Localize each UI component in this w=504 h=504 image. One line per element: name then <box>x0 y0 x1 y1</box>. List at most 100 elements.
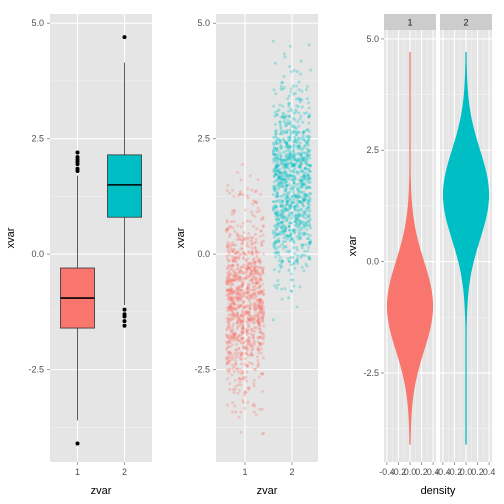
scatter-point <box>246 284 250 288</box>
scatter-point <box>258 341 262 345</box>
scatter-point <box>235 276 239 280</box>
scatter-point <box>299 190 303 194</box>
scatter-point <box>275 250 279 254</box>
scatter-point <box>258 290 262 294</box>
scatter-point <box>227 306 231 310</box>
scatter-point <box>226 266 230 270</box>
scatter-point <box>258 311 262 315</box>
scatter-point <box>253 404 257 408</box>
scatter-point <box>251 337 255 341</box>
scatter-point <box>303 224 307 228</box>
scatter-point <box>286 257 290 261</box>
scatter-point <box>259 307 263 311</box>
scatter-point <box>227 305 231 309</box>
scatter-point <box>227 325 230 329</box>
scatter-point <box>295 221 299 225</box>
scatter-point <box>285 142 289 146</box>
scatter-point <box>252 367 256 371</box>
scatter-point <box>262 431 266 435</box>
scatter-point <box>274 135 278 138</box>
scatter-point <box>299 153 303 157</box>
scatter-point <box>280 259 284 263</box>
scatter-point <box>226 297 230 301</box>
scatter-point <box>252 303 256 307</box>
scatter-point <box>262 333 266 337</box>
scatter-point <box>233 230 237 234</box>
scatter-point <box>225 348 229 352</box>
scatter-point <box>235 291 239 295</box>
scatter-point <box>245 349 249 353</box>
scatter-point <box>301 203 305 207</box>
scatter-point <box>238 367 242 371</box>
scatter-point <box>293 193 297 197</box>
facet-strip-2 <box>440 14 492 30</box>
scatter-point <box>240 330 244 334</box>
scatter-point <box>225 278 229 282</box>
scatter-point <box>258 298 262 302</box>
scatter-point <box>245 268 249 272</box>
scatter-point <box>238 318 242 322</box>
scatter-point <box>229 336 233 340</box>
scatter-point <box>232 194 236 198</box>
scatter-point <box>235 295 239 299</box>
scatter-point <box>304 186 308 190</box>
scatter-point <box>239 225 243 229</box>
scatter-point <box>276 283 280 287</box>
scatter-point <box>233 274 237 278</box>
scatter-point <box>232 211 236 215</box>
scatter-point <box>236 250 240 254</box>
scatter-point <box>237 288 241 292</box>
scatter-point <box>230 373 234 377</box>
scatter-point <box>304 220 308 224</box>
boxplot-outlier-point <box>122 323 127 328</box>
scatter-point <box>248 314 252 318</box>
scatter-point <box>246 267 250 271</box>
scatter-point <box>247 251 251 255</box>
scatter-point <box>226 246 230 250</box>
scatter-point <box>256 286 260 290</box>
scatter-point <box>225 346 229 350</box>
scatter-point <box>245 379 249 383</box>
scatter-panel-background <box>216 14 318 462</box>
scatter-point <box>261 314 265 318</box>
scatter-point <box>281 194 285 198</box>
scatter-point <box>294 159 298 163</box>
boxplot-outlier-point <box>122 307 127 312</box>
scatter-point <box>257 292 261 296</box>
scatter-point <box>274 169 278 173</box>
scatter-point <box>283 115 287 119</box>
scatter-point <box>241 292 245 296</box>
scatter-point <box>261 239 265 243</box>
scatter-point <box>262 324 266 328</box>
scatter-point <box>243 291 247 295</box>
scatter-point <box>305 223 309 227</box>
scatter-point <box>254 268 257 272</box>
scatter-point <box>297 235 301 239</box>
scatter-point <box>258 330 262 334</box>
scatter-point <box>232 314 236 318</box>
scatter-point <box>279 232 283 236</box>
scatter-point <box>230 302 234 306</box>
scatter-point <box>287 101 291 105</box>
scatter-point <box>241 300 245 304</box>
scatter-point <box>248 273 252 277</box>
scatter-point <box>297 145 301 149</box>
scatter-point <box>306 177 310 181</box>
scatter-point <box>292 153 296 157</box>
scatter-point <box>240 331 244 335</box>
scatter-point <box>304 157 308 161</box>
scatter-x-tick-label: 1 <box>242 467 247 477</box>
scatter-point <box>290 237 294 241</box>
scatter-point <box>247 317 251 321</box>
scatter-point <box>285 157 289 161</box>
scatter-point <box>290 289 294 293</box>
scatter-point <box>289 278 293 282</box>
scatter-point <box>290 211 294 215</box>
scatter-point <box>298 164 302 168</box>
scatter-point <box>283 140 287 144</box>
scatter-point <box>256 306 260 310</box>
scatter-point <box>233 351 237 355</box>
scatter-point <box>297 188 301 192</box>
scatter-point <box>258 265 262 269</box>
scatter-point <box>304 216 308 220</box>
